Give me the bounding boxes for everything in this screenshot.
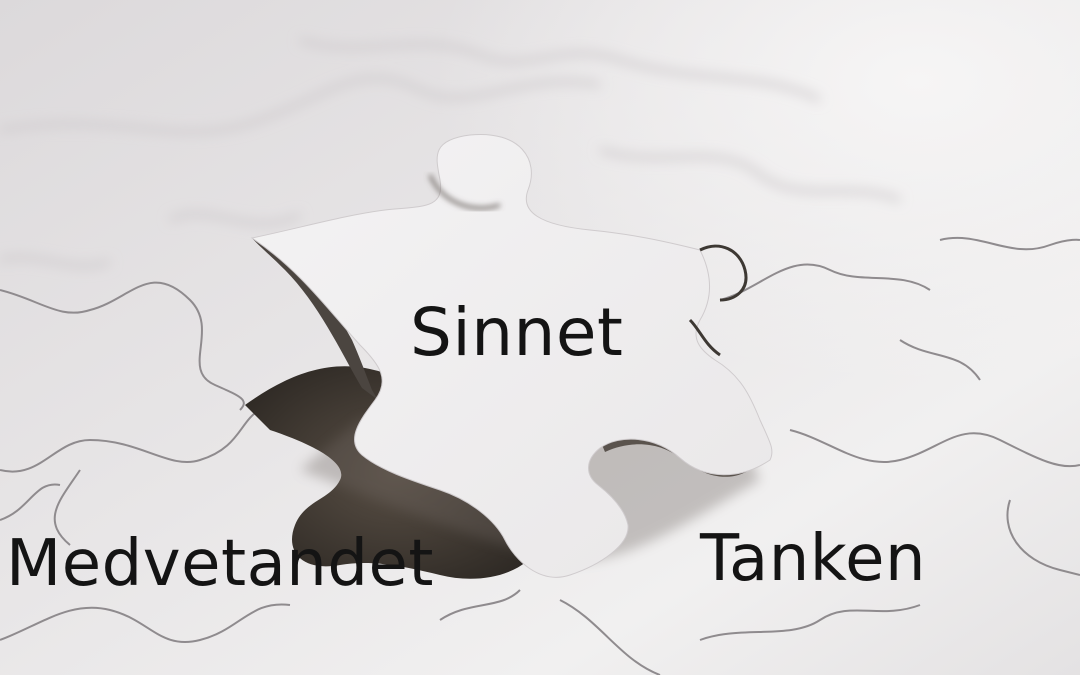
label-tanken: Tanken <box>700 522 926 596</box>
label-sinnet: Sinnet <box>410 294 624 371</box>
lifted-piece <box>250 133 773 578</box>
background-seams <box>0 37 901 269</box>
piece-edge <box>252 238 378 400</box>
label-medvetandet: Medvetandet <box>6 527 434 601</box>
foreground-seams <box>0 236 1080 675</box>
